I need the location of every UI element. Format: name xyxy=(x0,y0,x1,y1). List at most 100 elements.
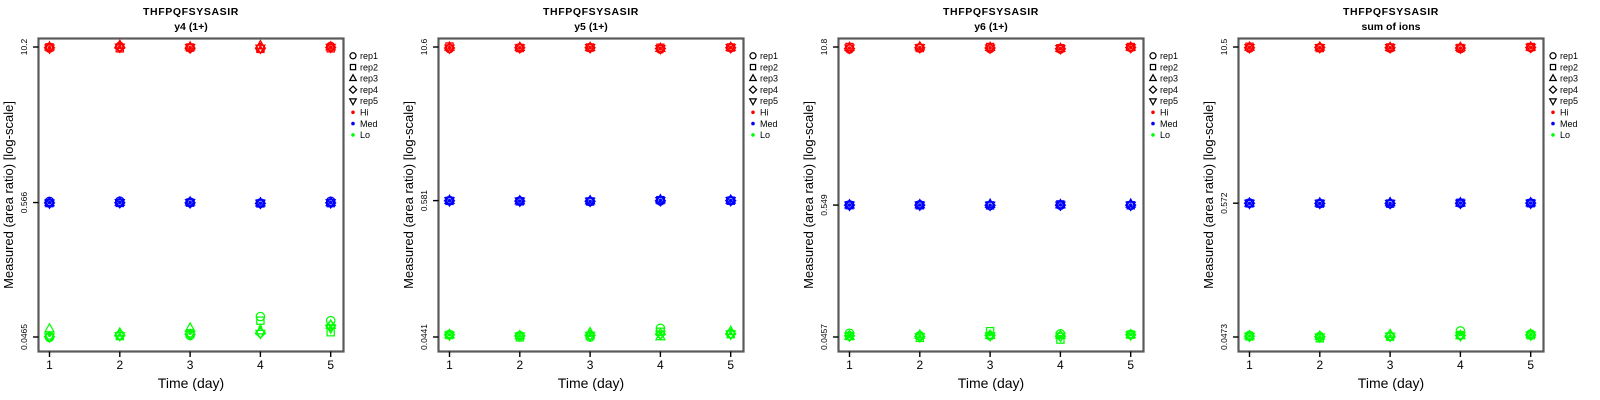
circle-marker xyxy=(1149,52,1157,60)
triangle-down-marker xyxy=(43,44,56,55)
triangle-up-marker xyxy=(325,196,337,207)
triangle-down-marker xyxy=(254,329,266,340)
dot-marker xyxy=(1551,121,1555,126)
dot-marker xyxy=(658,198,663,203)
dot-marker xyxy=(1151,133,1155,137)
triangle-down-marker xyxy=(725,330,737,341)
circle-marker xyxy=(349,52,357,60)
triangle-down-marker xyxy=(914,333,926,344)
legend-label: Lo xyxy=(360,130,370,140)
legend-item-med: Med xyxy=(1151,119,1178,129)
dot-marker xyxy=(1551,110,1555,115)
triangle-up-marker xyxy=(843,198,856,209)
dot-marker xyxy=(751,121,755,126)
dot-marker xyxy=(918,45,922,50)
legend-label: Med xyxy=(1160,119,1178,129)
dot-marker xyxy=(351,121,355,126)
dot-marker xyxy=(588,45,592,50)
triangle-down-marker xyxy=(1243,332,1256,343)
legend-item-hi: Hi xyxy=(351,108,369,118)
triangle-down-marker xyxy=(1454,44,1466,55)
legend-label: Lo xyxy=(1160,130,1170,140)
triangle-up-marker xyxy=(1054,329,1066,340)
triangle-down-marker xyxy=(843,201,856,212)
legend-label: rep3 xyxy=(760,74,778,84)
legend-label: rep5 xyxy=(1560,96,1578,106)
plot-frame xyxy=(837,37,1145,353)
triangle-down-marker xyxy=(514,332,526,343)
triangle-up-marker xyxy=(1384,41,1396,52)
triangle-up-marker xyxy=(443,328,456,339)
dot-marker xyxy=(1458,201,1463,205)
legend-item-rep5: rep5 xyxy=(1148,96,1178,106)
legend-label: rep3 xyxy=(360,74,378,84)
dot-marker xyxy=(1528,45,1533,50)
triangle-down-marker xyxy=(1314,199,1326,210)
plot-canvas: THFPQFSYSASIR y4 (1+) Measured (area ratio… xyxy=(1,6,378,391)
x-axis-label: Time (day) xyxy=(558,375,624,391)
circle-marker xyxy=(749,52,757,60)
dot-marker xyxy=(1058,334,1063,339)
dot-marker xyxy=(728,331,733,336)
y-tick-label: 10.5 xyxy=(1219,38,1229,55)
dot-marker xyxy=(588,333,592,338)
triangle-down-marker xyxy=(748,98,758,107)
triangle-up-marker xyxy=(984,329,996,340)
dot-marker xyxy=(1151,121,1155,126)
triangle-down-marker xyxy=(843,332,856,343)
x-tick-label: 3 xyxy=(987,358,994,372)
legend-item-rep2: rep2 xyxy=(749,62,778,72)
x-tick-label: 2 xyxy=(1316,358,1323,372)
y-tick-label: 0.581 xyxy=(419,190,429,212)
triangle-down-marker xyxy=(1054,201,1066,212)
triangle-down-marker xyxy=(584,43,596,54)
x-tick-label: 2 xyxy=(516,358,523,372)
triangle-down-marker xyxy=(984,44,996,55)
dot-marker xyxy=(258,46,263,50)
dot-marker xyxy=(728,198,733,203)
triangle-up-marker xyxy=(348,73,358,82)
triangle-up-marker xyxy=(1454,329,1466,340)
square-marker xyxy=(1149,63,1157,71)
legend-item-med: Med xyxy=(351,119,378,129)
triangle-down-marker xyxy=(1125,201,1137,212)
series-hi xyxy=(1243,40,1537,55)
dot-marker xyxy=(1388,45,1392,50)
dot-marker xyxy=(1318,201,1322,206)
triangle-down-marker xyxy=(1454,332,1466,343)
triangle-up-marker xyxy=(1243,329,1256,340)
dot-marker xyxy=(918,203,922,207)
plot-canvas: THFPQFSYSASIR y5 (1+) Measured (area ratio… xyxy=(401,6,778,391)
square-marker xyxy=(749,63,757,71)
dot-marker xyxy=(751,133,755,137)
legend-label: rep1 xyxy=(1160,51,1178,61)
dot-marker xyxy=(728,45,733,50)
dot-marker xyxy=(1058,203,1063,207)
legend-item-lo: Lo xyxy=(1551,130,1570,140)
chart-panel-y6-1-: THFPQFSYSASIR y6 (1+) Measured (area ratio… xyxy=(800,0,1200,400)
dot-marker xyxy=(847,46,852,50)
y-tick-label: 0.0473 xyxy=(1219,324,1229,350)
dot-marker xyxy=(1458,46,1463,50)
dot-marker xyxy=(47,45,52,50)
triangle-up-marker xyxy=(654,42,666,53)
triangle-down-marker xyxy=(1454,199,1466,210)
square-marker xyxy=(1549,63,1557,71)
triangle-up-marker xyxy=(43,322,56,333)
triangle-up-marker xyxy=(43,196,56,207)
chart-panel-sum-of-ions: THFPQFSYSASIR sum of ions Measured (area r… xyxy=(1200,0,1600,400)
legend-label: rep1 xyxy=(360,51,378,61)
triangle-down-marker xyxy=(725,196,737,208)
triangle-down-marker xyxy=(254,44,266,55)
plot-title: THFPQFSYSASIR xyxy=(143,6,239,18)
plot-frame xyxy=(437,37,745,353)
triangle-down-marker xyxy=(1314,43,1326,55)
dot-marker xyxy=(1318,45,1322,50)
legend-item-hi: Hi xyxy=(751,108,769,118)
triangle-up-marker xyxy=(1548,73,1558,82)
dot-marker xyxy=(258,201,263,205)
y-axis-label: Measured (area ratio) [log-scale] xyxy=(1,101,16,289)
